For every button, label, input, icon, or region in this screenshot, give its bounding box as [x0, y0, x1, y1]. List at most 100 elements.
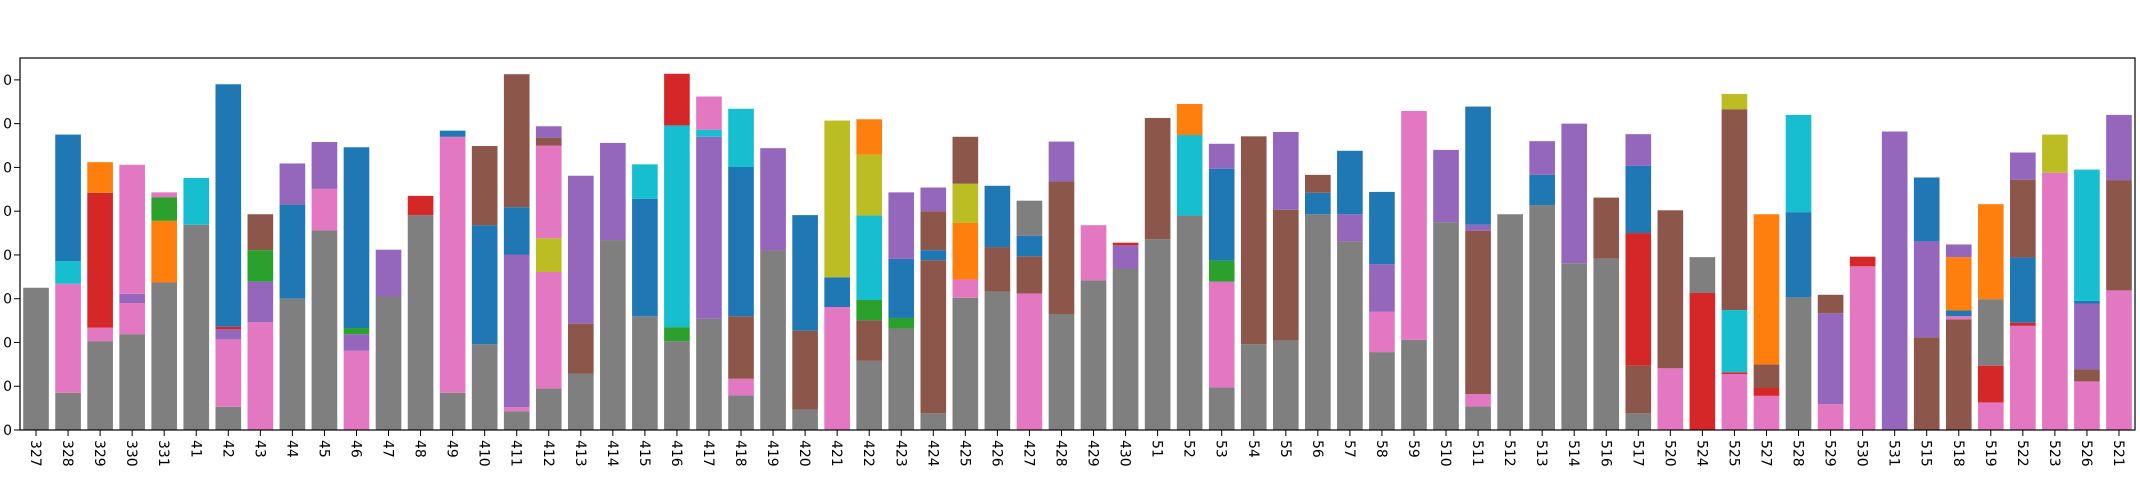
bar-segment-56-2 — [1305, 174, 1331, 193]
bar-segment-58-1 — [1369, 311, 1395, 353]
bar-segment-419-0 — [760, 250, 786, 430]
x-tick-label-531: 531 — [1886, 440, 1902, 467]
x-tick-label-46: 46 — [347, 440, 363, 458]
x-tick-label-42: 42 — [219, 440, 235, 458]
bar-segment-331-1 — [151, 220, 178, 283]
bar-segment-327-0 — [23, 287, 49, 430]
bar-segment-425-1 — [952, 279, 979, 298]
bar-segment-48-0 — [407, 215, 434, 430]
x-tick-label-428: 428 — [1052, 440, 1068, 467]
bar-segment-428-1 — [1048, 181, 1075, 315]
bar-segment-430-1 — [1112, 245, 1139, 269]
bar-segment-529-1 — [1817, 404, 1844, 430]
x-tick-label-47: 47 — [380, 440, 396, 458]
x-axis: 327 328 329 330 331 41 42 43 44 45 46 47 48 49 410 411 4… — [27, 430, 2126, 467]
bar-segment-412-1 — [535, 272, 562, 389]
bar-segment-422-3 — [856, 215, 883, 301]
bar-segment-54-0 — [1240, 344, 1267, 430]
bar-segment-526-2 — [2074, 369, 2100, 382]
bar-segment-59-0 — [1401, 339, 1427, 430]
x-tick-label-413: 413 — [572, 440, 588, 467]
bar-segment-421-3 — [824, 120, 850, 278]
bar-segment-424-0 — [920, 413, 947, 430]
bar-segment-57-2 — [1337, 150, 1363, 215]
bar-segment-328-1 — [55, 283, 81, 393]
bar-segment-528-1 — [1785, 212, 1812, 298]
bar-segment-427-1 — [1016, 293, 1043, 430]
bar-segment-56-0 — [1305, 214, 1331, 430]
bar-segment-511-3 — [1465, 224, 1491, 231]
bar-segment-59-1 — [1401, 110, 1427, 340]
bar-segment-517-2 — [1625, 233, 1652, 366]
bar-segment-525-5 — [1721, 93, 1748, 110]
x-tick-label-421: 421 — [828, 440, 844, 467]
x-tick-label-54: 54 — [1245, 440, 1261, 458]
bar-segment-428-2 — [1048, 141, 1075, 182]
y-tick-label: 0 — [3, 379, 12, 395]
bar-segment-423-1 — [888, 317, 915, 329]
x-tick-label-519: 519 — [1982, 440, 1998, 467]
x-tick-label-513: 513 — [1533, 440, 1549, 467]
bar-segment-426-0 — [984, 291, 1011, 430]
bar-segment-526-4 — [2074, 300, 2100, 304]
x-tick-label-418: 418 — [732, 440, 748, 467]
bar-segment-519-4 — [1977, 204, 2004, 300]
bar-segment-422-0 — [856, 360, 883, 430]
bar-segment-417-0 — [696, 318, 722, 430]
bar-segment-526-3 — [2074, 303, 2100, 370]
bar-segment-518-5 — [1945, 244, 1972, 258]
bar-segment-413-1 — [567, 323, 594, 374]
bars-layer — [23, 73, 2132, 430]
bar-segment-428-0 — [1048, 314, 1075, 430]
bar-segment-527-3 — [1753, 364, 1780, 388]
bar-segment-42-3 — [215, 326, 242, 330]
x-tick-label-525: 525 — [1725, 440, 1741, 467]
bar-segment-420-2 — [792, 215, 818, 331]
bar-segment-418-2 — [728, 316, 754, 379]
bar-segment-424-4 — [920, 187, 947, 212]
bar-segment-511-0 — [1465, 406, 1491, 430]
bar-segment-44-0 — [279, 298, 306, 430]
bar-segment-527-2 — [1753, 387, 1780, 396]
bar-segment-44-1 — [279, 204, 306, 299]
x-tick-label-526: 526 — [2078, 440, 2094, 467]
x-tick-label-58: 58 — [1373, 440, 1389, 458]
bar-segment-49-1 — [439, 136, 466, 393]
x-tick-label-522: 522 — [2014, 440, 2030, 467]
bar-segment-416-0 — [664, 341, 690, 430]
x-tick-label-415: 415 — [636, 440, 652, 467]
x-tick-label-530: 530 — [1854, 440, 1870, 467]
bar-segment-530-1 — [1849, 266, 1876, 430]
bar-segment-43-1 — [247, 322, 274, 430]
bar-segment-330-0 — [119, 334, 145, 430]
bar-segment-49-0 — [439, 392, 466, 430]
bar-segment-46-3 — [343, 328, 370, 335]
bar-segment-422-4 — [856, 154, 883, 216]
x-tick-label-516: 516 — [1597, 440, 1613, 467]
x-tick-label-524: 524 — [1693, 440, 1709, 467]
bar-segment-46-1 — [343, 350, 370, 430]
bar-segment-54-1 — [1240, 136, 1267, 345]
bar-segment-522-1 — [2010, 325, 2036, 430]
x-tick-label-417: 417 — [700, 440, 716, 467]
bar-segment-512-0 — [1497, 214, 1523, 430]
x-tick-label-414: 414 — [604, 440, 620, 467]
bar-segment-57-0 — [1337, 241, 1363, 430]
bar-segment-55-2 — [1272, 131, 1299, 210]
x-tick-label-412: 412 — [540, 440, 556, 467]
bar-segment-45-1 — [311, 188, 338, 231]
bar-segment-411-3 — [503, 207, 530, 255]
bar-segment-410-2 — [471, 145, 498, 226]
bar-segment-425-4 — [952, 136, 979, 184]
bar-segment-329-1 — [87, 327, 113, 342]
bar-segment-517-4 — [1625, 134, 1652, 166]
x-tick-label-43: 43 — [251, 440, 267, 458]
bar-segment-417-3 — [696, 96, 722, 130]
x-tick-label-327: 327 — [27, 440, 43, 467]
bar-segment-329-2 — [87, 192, 113, 328]
bar-segment-425-3 — [952, 183, 979, 223]
bar-segment-42-4 — [215, 84, 242, 327]
bar-segment-522-5 — [2010, 152, 2036, 180]
bar-segment-412-4 — [535, 137, 562, 146]
bar-segment-429-1 — [1080, 225, 1107, 281]
